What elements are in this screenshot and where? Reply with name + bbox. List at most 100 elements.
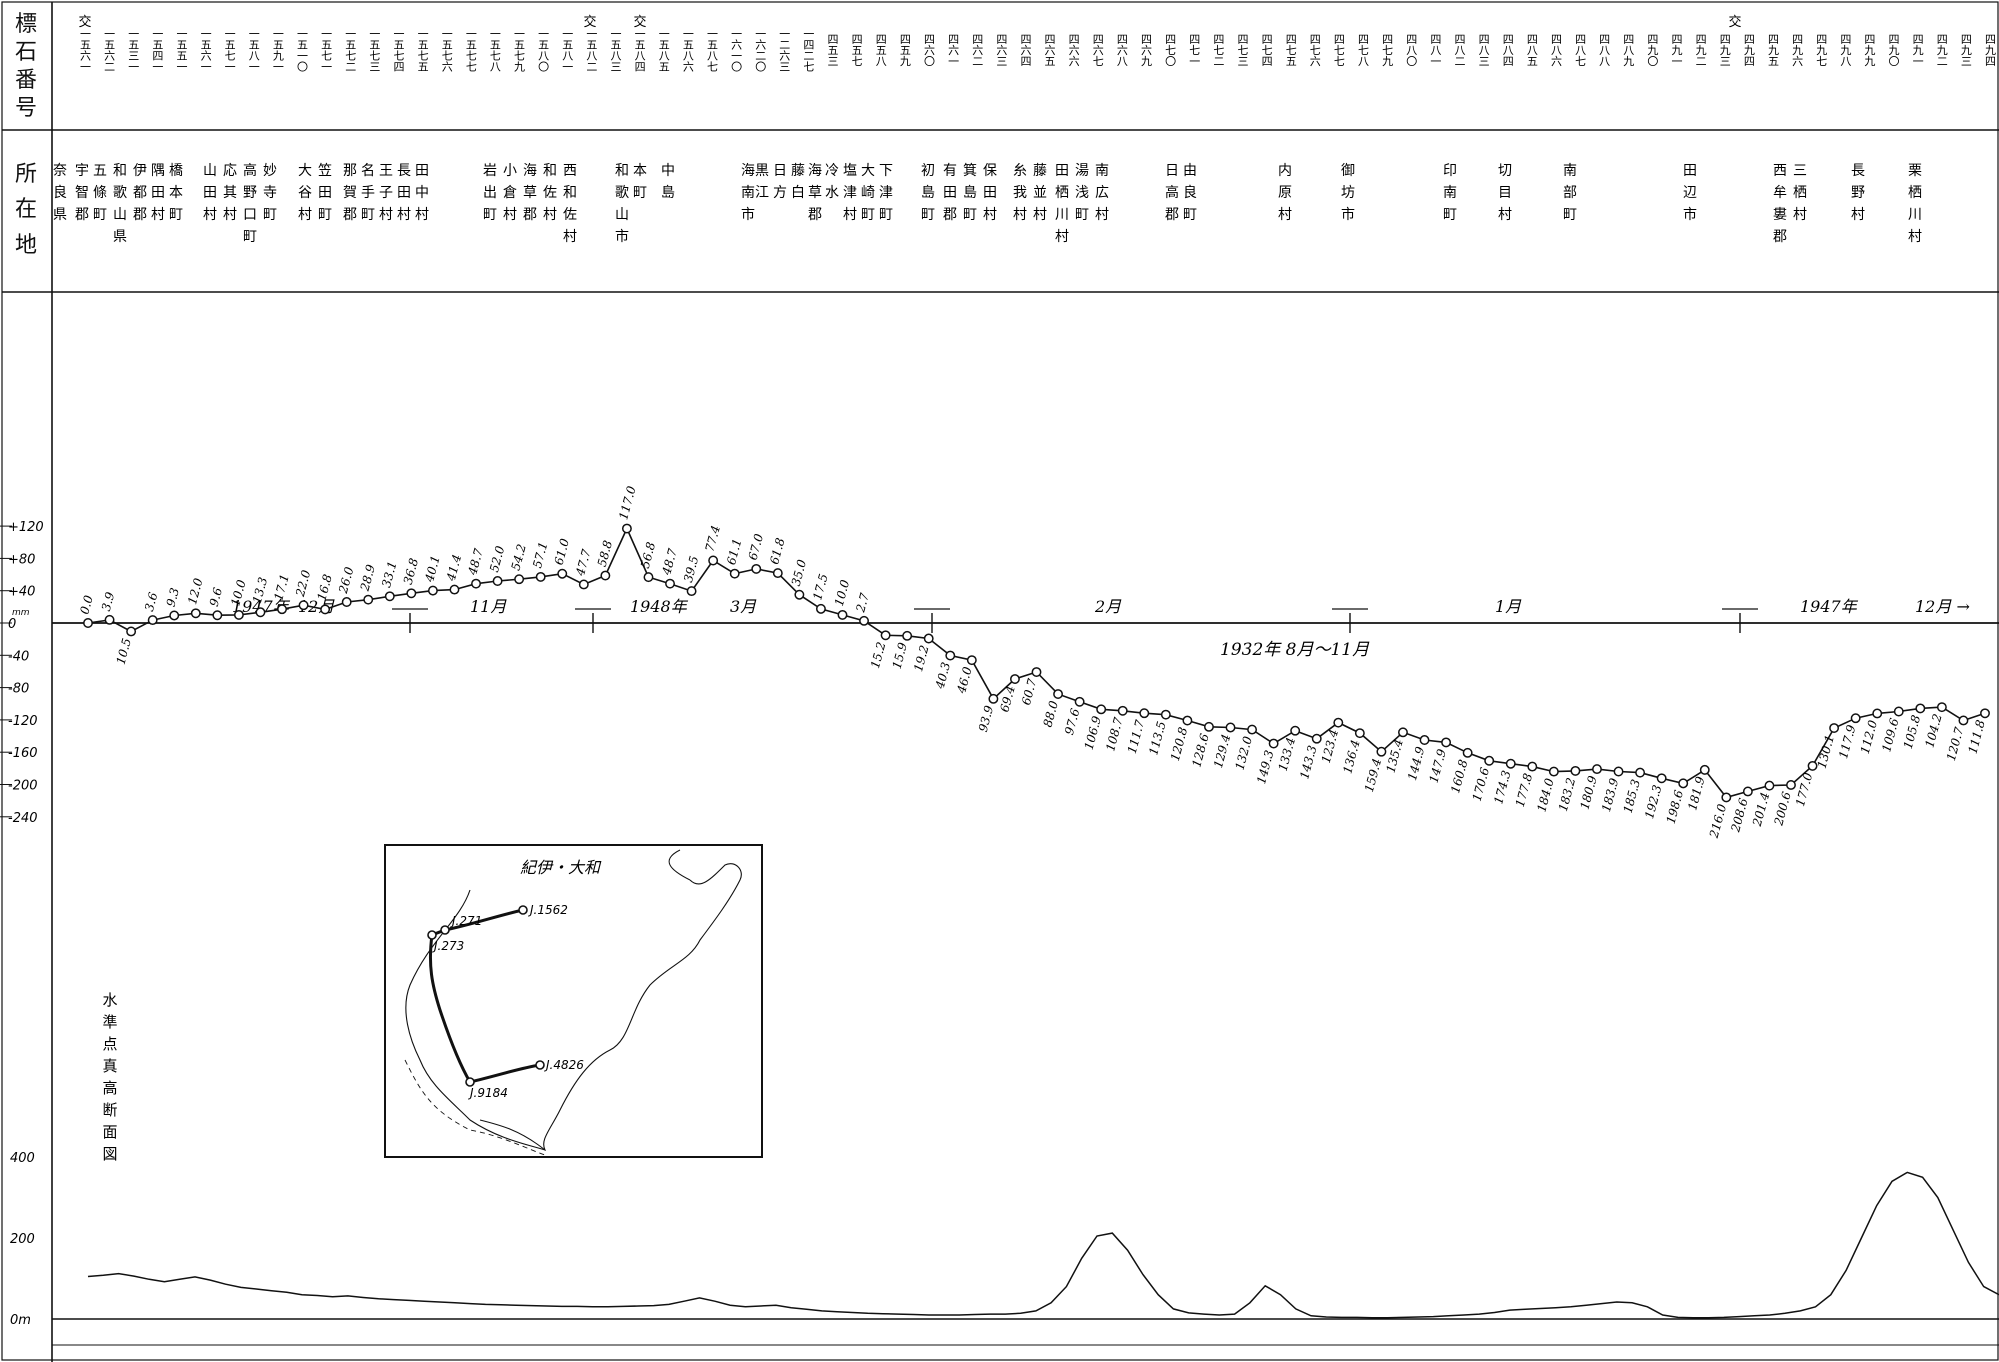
data-point xyxy=(1829,723,1840,734)
data-point xyxy=(600,570,611,581)
location-char: 栖 xyxy=(1055,185,1069,201)
location-char: 藤 xyxy=(1033,163,1047,179)
data-label: 111.8 xyxy=(1965,718,1988,755)
location-char: 田 xyxy=(397,185,411,201)
benchmark-number: 四八一 xyxy=(1429,34,1442,67)
location-char: 島 xyxy=(661,185,675,201)
benchmark-number: 四九一 xyxy=(1670,34,1683,67)
location-char: 海 xyxy=(808,163,822,179)
location-char: 中 xyxy=(415,185,429,201)
location-char: 野 xyxy=(243,185,257,201)
location-char: 村 xyxy=(983,207,997,223)
data-point xyxy=(1053,689,1064,700)
data-point xyxy=(1893,706,1904,717)
location-char: 山 xyxy=(203,163,217,179)
y-tick-label: -80 xyxy=(8,682,29,697)
data-point xyxy=(1505,758,1516,769)
cross-mark-row: 交交交交 xyxy=(78,14,1741,30)
location-char: 津 xyxy=(843,185,857,201)
location-char: 南 xyxy=(1095,163,1109,179)
data-point xyxy=(1613,766,1624,777)
period-label: 2月 xyxy=(1094,597,1122,616)
side-title-char: 準 xyxy=(102,1013,117,1031)
location-char: 箕 xyxy=(963,162,977,179)
location-char: 歌 xyxy=(113,185,127,201)
location-char: 町 xyxy=(169,207,183,223)
location-char: 郡 xyxy=(133,207,147,223)
benchmark-number: 一五七八 xyxy=(488,28,501,72)
data-label: 105.8 xyxy=(1901,713,1924,750)
data-label: 33.1 xyxy=(379,560,399,589)
location-char: 町 xyxy=(1183,207,1197,223)
benchmark-number: 四七三 xyxy=(1236,34,1249,67)
period-label: 1月 xyxy=(1495,597,1522,616)
data-point xyxy=(708,555,719,566)
data-point xyxy=(1764,780,1775,791)
benchmark-number: 四七〇 xyxy=(1164,34,1177,67)
benchmark-number: 一四二七 xyxy=(802,28,815,72)
data-point xyxy=(363,594,374,605)
location-char: 山 xyxy=(113,207,127,223)
location-char: 海 xyxy=(741,163,755,179)
data-label: 177.8 xyxy=(1513,771,1536,808)
location-char: 郡 xyxy=(1165,207,1179,223)
benchmark-number: 四八〇 xyxy=(1405,34,1418,67)
data-point xyxy=(1009,674,1020,684)
benchmark-number: 一五八〇 xyxy=(537,28,550,72)
data-point xyxy=(859,615,869,626)
location-char: 応 xyxy=(223,163,237,179)
data-label: 201.4 xyxy=(1750,791,1773,829)
station-marker xyxy=(465,1077,475,1087)
benchmark-number: 四六四 xyxy=(1019,34,1032,67)
location-char: 川 xyxy=(1908,207,1922,223)
data-label: 159.4 xyxy=(1362,757,1384,794)
data-point xyxy=(1268,738,1279,749)
location-char: 西 xyxy=(563,163,577,179)
location-char: 高 xyxy=(1165,184,1179,201)
location-char: 村 xyxy=(1498,207,1512,223)
data-label: 9.3 xyxy=(164,586,183,608)
location-char: 西 xyxy=(1773,163,1787,179)
data-label: 61.1 xyxy=(724,537,744,566)
data-point xyxy=(1936,702,1947,713)
location-char: 市 xyxy=(741,206,755,223)
data-point xyxy=(255,607,266,618)
location-char: 和 xyxy=(563,185,577,201)
benchmark-number: 四九四 xyxy=(1742,34,1755,67)
data-label: 48.7 xyxy=(659,547,680,578)
location-char: 市 xyxy=(1683,206,1697,223)
location-char: 村 xyxy=(298,207,312,223)
benchmark-number: 一五八二 xyxy=(585,28,598,72)
station-label: J.1562 xyxy=(528,903,568,917)
location-char: 橋 xyxy=(169,163,183,179)
location-char: 町 xyxy=(633,185,647,201)
side-title-char: 真 xyxy=(102,1057,117,1075)
data-point xyxy=(1527,761,1538,772)
location-char: 草 xyxy=(808,185,822,201)
location-label-char: 所 xyxy=(14,161,37,187)
data-point xyxy=(1786,780,1796,790)
location-char: 牟 xyxy=(1773,185,1787,201)
data-point xyxy=(1915,703,1926,714)
location-char: 村 xyxy=(1278,207,1292,223)
data-point xyxy=(794,589,805,600)
elevation-profile-line xyxy=(87,1171,1999,1319)
location-char: 中 xyxy=(661,163,675,179)
location-char: 村 xyxy=(397,207,411,223)
location-char: 口 xyxy=(243,207,257,223)
location-label-char: 地 xyxy=(14,232,37,258)
data-point xyxy=(126,626,137,637)
data-point xyxy=(729,568,740,579)
data-label: 10.0 xyxy=(228,578,249,608)
data-label: 183.2 xyxy=(1556,776,1578,813)
location-char: 村 xyxy=(203,207,217,223)
data-label: 170.6 xyxy=(1470,766,1493,803)
location-char: 笠 xyxy=(318,163,332,179)
data-label: 35.0 xyxy=(789,558,810,588)
location-char: 王 xyxy=(379,163,393,179)
benchmark-number: 一五七五 xyxy=(416,28,429,72)
data-label: 16.8 xyxy=(314,572,335,602)
benchmark-number: 四五八 xyxy=(874,34,887,67)
